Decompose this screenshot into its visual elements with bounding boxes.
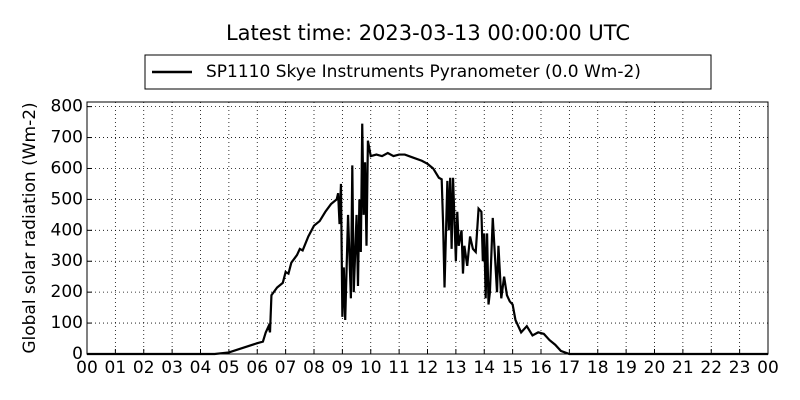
x-tick-label: 08 xyxy=(303,358,325,378)
y-tick-label: 0 xyxy=(72,344,83,364)
x-tick-label: 06 xyxy=(246,358,268,378)
x-tick-label: 04 xyxy=(190,358,212,378)
y-tick-label: 400 xyxy=(51,220,83,240)
x-tick-label: 16 xyxy=(530,358,552,378)
x-tick-label: 00 xyxy=(757,358,779,378)
chart-title: Latest time: 2023-03-13 00:00:00 UTC xyxy=(226,21,630,45)
x-tick-label: 17 xyxy=(559,358,581,378)
x-tick-label: 18 xyxy=(587,358,609,378)
x-tick-label: 13 xyxy=(445,358,467,378)
x-tick-label: 03 xyxy=(161,358,183,378)
line xyxy=(87,123,768,356)
x-tick-label: 22 xyxy=(700,358,722,378)
x-tick-label: 19 xyxy=(615,358,637,378)
x-tick-label: 12 xyxy=(417,358,439,378)
y-axis-label: Global solar radiation (Wm-2) xyxy=(20,102,40,353)
y-tick-label: 100 xyxy=(51,313,83,333)
x-tick-label: 10 xyxy=(360,358,382,378)
x-tick-label: 09 xyxy=(332,358,354,378)
x-tick-label: 05 xyxy=(218,358,240,378)
y-tick-label: 300 xyxy=(51,251,83,271)
x-tick-label: 11 xyxy=(388,358,410,378)
plot-frame xyxy=(86,101,769,355)
x-tick-label: 01 xyxy=(105,358,127,378)
x-tick-label: 02 xyxy=(133,358,155,378)
x-tick-label: 23 xyxy=(729,358,751,378)
y-tick-label: 800 xyxy=(51,97,83,117)
legend-label: SP1110 Skye Instruments Pyranometer (0.0… xyxy=(206,62,641,82)
y-tick-label: 600 xyxy=(51,158,83,178)
x-tick-label: 15 xyxy=(502,358,524,378)
x-tick-label: 00 xyxy=(76,358,98,378)
x-tick-label: 20 xyxy=(644,358,666,378)
x-tick-label: 21 xyxy=(672,358,694,378)
y-tick-label: 200 xyxy=(51,282,83,302)
x-tick-label: 14 xyxy=(473,358,495,378)
y-tick-label: 700 xyxy=(51,128,83,148)
legend xyxy=(144,54,712,90)
x-tick-label: 07 xyxy=(275,358,297,378)
y-tick-label: 500 xyxy=(51,189,83,209)
